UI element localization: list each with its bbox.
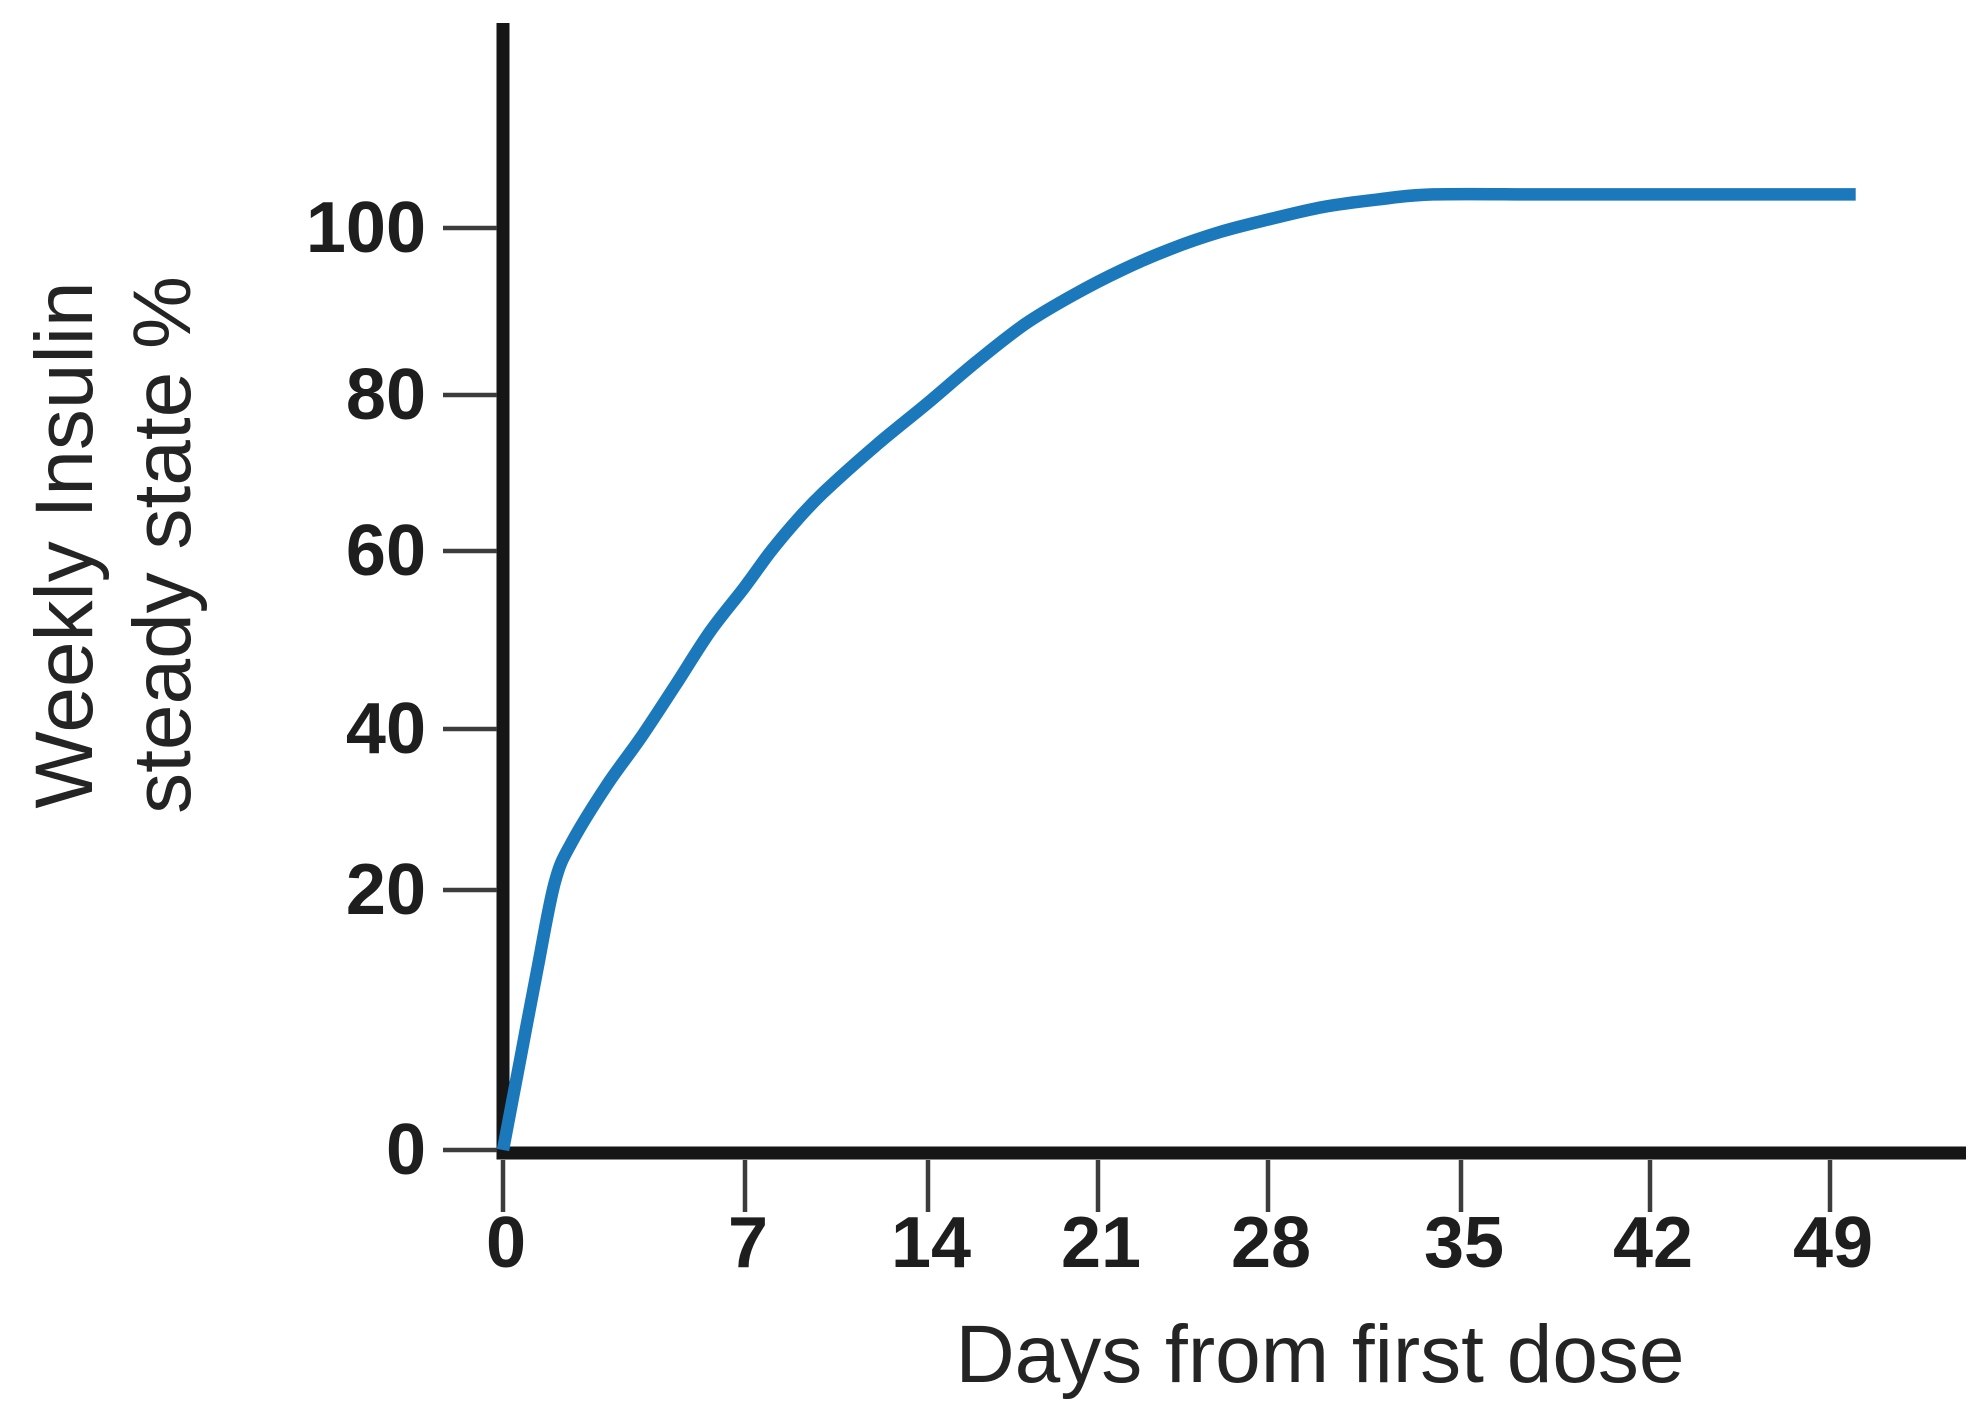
y-axis-label-line2: steady state % [117,276,208,814]
x-tick-label: 49 [1793,1203,1873,1283]
x-axis-label: Days from first dose [955,1309,1684,1400]
y-tick-label: 100 [306,188,426,268]
y-tick-label: 20 [346,850,426,930]
x-tick-label: 0 [486,1203,526,1283]
y-tick-label: 0 [386,1110,426,1190]
y-tick-label: 60 [346,511,426,591]
y-tick-label: 80 [346,355,426,435]
y-axis-label: Weekly Insulin steady state % [19,276,208,814]
y-tick-label: 40 [346,689,426,769]
x-tick-label: 42 [1613,1203,1693,1283]
series-group [496,187,1856,1152]
steady-state-curve [496,187,1856,1152]
x-tick-label: 7 [728,1203,768,1283]
x-tick-label: 28 [1231,1203,1311,1283]
x-tick-label: 35 [1424,1203,1504,1283]
y-axis-ticks: 0 20 40 60 80 100 [306,188,497,1190]
y-axis-label-line1: Weekly Insulin [19,281,110,808]
x-tick-label: 14 [891,1203,971,1283]
x-axis-ticks: 0 7 14 21 28 35 42 49 [486,1160,1873,1283]
x-tick-label: 21 [1061,1203,1141,1283]
